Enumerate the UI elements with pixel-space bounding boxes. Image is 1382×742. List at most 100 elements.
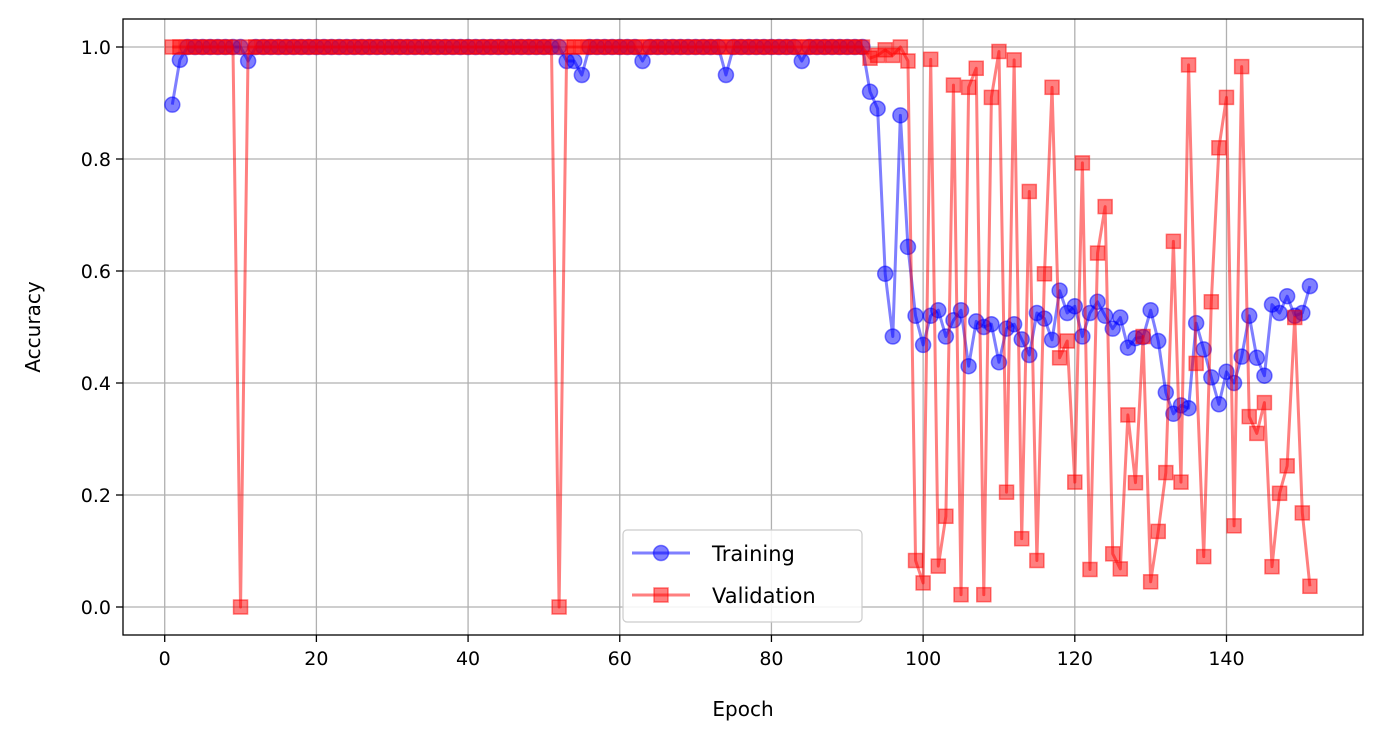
validation-point [1226, 518, 1242, 534]
training-point [573, 66, 591, 84]
validation-point [1279, 458, 1295, 474]
validation-point [1203, 294, 1220, 310]
training-point [876, 265, 894, 283]
training-point [1271, 304, 1288, 322]
y-tick-label: 0.0 [81, 597, 111, 619]
legend-training-label: Training [711, 542, 795, 566]
validation-point [1271, 485, 1288, 502]
training-point [1225, 374, 1243, 392]
validation-point [930, 558, 947, 574]
legend: Training Validation [622, 529, 863, 623]
validation-point [1135, 328, 1151, 345]
validation-point [1074, 155, 1091, 171]
training-point [983, 315, 1000, 333]
validation-point [960, 79, 977, 96]
training-point [566, 52, 583, 70]
validation-point [1249, 425, 1265, 442]
training-point [164, 96, 181, 113]
training-point [1256, 367, 1273, 384]
validation-point [945, 77, 962, 93]
x-tick-label: 20 [304, 648, 328, 670]
y-tick-label: 1.0 [81, 37, 111, 59]
validation-point [1195, 548, 1212, 565]
validation-point [1165, 233, 1182, 250]
training-point [990, 354, 1008, 371]
validation-point [976, 586, 992, 603]
validation-point [968, 60, 984, 77]
x-tick-label: 60 [608, 648, 632, 670]
validation-point [1158, 464, 1174, 481]
training-point [869, 100, 886, 117]
validation-series [164, 39, 1318, 615]
validation-point [892, 39, 909, 55]
validation-point [1120, 407, 1136, 423]
validation-point [1104, 546, 1121, 562]
training-point [884, 328, 902, 345]
training-point [1240, 307, 1258, 325]
legend-training-marker [652, 544, 670, 562]
validation-point [543, 39, 560, 55]
validation-point [1036, 266, 1053, 282]
validation-point [1089, 245, 1106, 261]
validation-point [1006, 52, 1022, 68]
training-point [892, 107, 909, 124]
validation-point [1142, 574, 1159, 590]
validation-point [1256, 394, 1273, 411]
training-point [1112, 309, 1129, 326]
training-point [899, 238, 917, 256]
training-point [1248, 349, 1266, 367]
x-tick-label: 120 [1057, 648, 1093, 670]
x-axis-title: Epoch [712, 697, 773, 721]
training-point [1051, 282, 1068, 299]
validation-point [1241, 408, 1257, 425]
plot-frame [122, 18, 1364, 636]
validation-point [1218, 89, 1235, 106]
training-point [914, 336, 932, 354]
validation-point [1051, 350, 1068, 366]
training-point [1149, 332, 1167, 350]
validation-point [900, 53, 916, 69]
training-point [1203, 369, 1220, 386]
training-point [937, 328, 955, 345]
validation-point [922, 51, 939, 68]
x-tick-label: 80 [759, 648, 783, 670]
training-point [861, 83, 879, 101]
axis-ticks: 0 20 40 60 80 100 120 140 0.0 0.2 0.4 0.6 0.8 1.0 [81, 37, 1245, 670]
training-point [1210, 396, 1228, 413]
y-axis-title: Accuracy [21, 281, 45, 372]
validation-point [1180, 57, 1197, 73]
training-point [1157, 384, 1175, 401]
validation-point [1021, 183, 1038, 200]
validation-point [1013, 530, 1030, 547]
validation-point [1029, 552, 1045, 569]
validation-point [1112, 561, 1129, 577]
validation-point [915, 575, 931, 591]
validation-point [1097, 198, 1113, 215]
validation-point [983, 89, 1000, 106]
validation-point [1302, 578, 1318, 595]
x-tick-label: 100 [905, 648, 941, 670]
validation-point [1286, 309, 1303, 326]
validation-point [1150, 523, 1166, 540]
training-point [1142, 301, 1159, 319]
legend-validation-marker [653, 587, 669, 603]
validation-point [1127, 474, 1144, 491]
training-point [634, 52, 651, 70]
validation-point [1059, 333, 1075, 349]
validation-point [991, 43, 1007, 60]
training-point [717, 66, 735, 84]
validation-point [551, 599, 567, 615]
validation-point [1044, 79, 1060, 96]
y-tick-label: 0.4 [81, 373, 111, 395]
validation-point [1233, 58, 1250, 75]
y-tick-label: 0.8 [81, 149, 111, 171]
validation-point [232, 599, 249, 615]
validation-point [1067, 474, 1083, 490]
x-tick-label: 140 [1208, 648, 1244, 670]
y-tick-label: 0.6 [81, 261, 111, 283]
x-tick-label: 0 [159, 648, 171, 670]
training-point [1278, 287, 1296, 305]
series-layer [164, 38, 1319, 615]
